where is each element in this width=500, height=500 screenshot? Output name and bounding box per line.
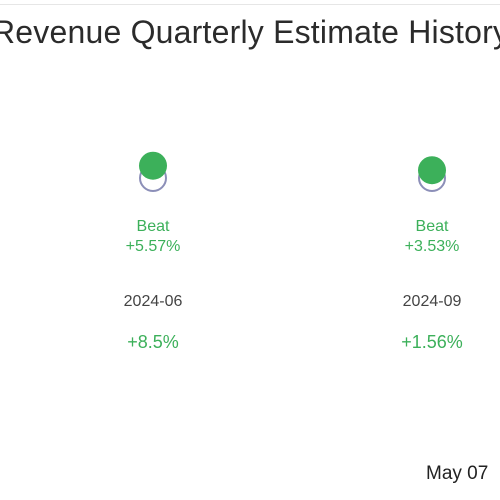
top-border-line [0, 4, 500, 5]
result-label: Beat [137, 218, 170, 235]
chart-title: Revenue Quarterly Estimate History [0, 14, 500, 50]
actual-marker [139, 151, 167, 180]
surprise-label: +3.53% [405, 238, 460, 255]
period-label: 2024-06 [124, 293, 183, 310]
result-label: Beat [416, 218, 449, 235]
date-stamp: May 07 [426, 463, 489, 484]
growth-label: +1.56% [401, 332, 463, 352]
actual-marker [418, 156, 446, 185]
growth-label: +8.5% [127, 332, 179, 352]
period-label: 2024-09 [403, 293, 462, 310]
surprise-label: +5.57% [126, 238, 181, 255]
